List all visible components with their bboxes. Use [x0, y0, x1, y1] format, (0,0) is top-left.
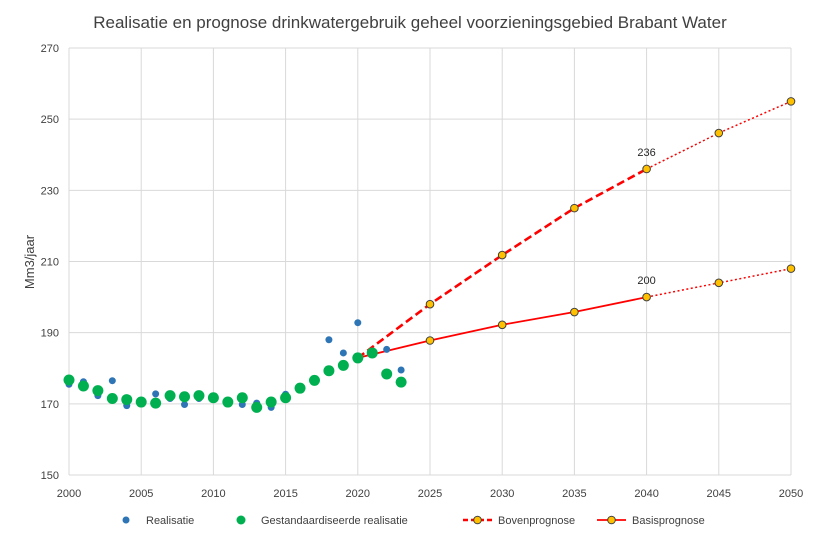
y-tick-label: 210	[41, 257, 59, 269]
realisatie-point	[397, 366, 405, 374]
chart-title: Realisatie en prognose drinkwatergebruik…	[93, 13, 727, 32]
x-tick-label: 2015	[273, 488, 297, 500]
legend-label-basisprognose: Basisprognose	[632, 515, 705, 527]
x-tick-label: 2005	[129, 488, 153, 500]
gestandaardiseerde-realisatie-point	[135, 396, 147, 408]
gestandaardiseerde-realisatie-point	[193, 390, 205, 402]
data-label: 200	[637, 275, 655, 287]
gestandaardiseerde-realisatie-point	[179, 391, 191, 403]
basisprognose-marker	[425, 336, 435, 345]
x-tick-label: 2050	[779, 488, 803, 500]
x-tick-label: 2000	[57, 488, 81, 500]
bovenprognose-marker	[714, 128, 724, 138]
legend-symbol-gestandaardiseerde-realisatie	[236, 515, 246, 525]
y-axis-ticks: 150 170 190 210 230 250 270	[41, 43, 59, 482]
y-tick-label: 230	[41, 185, 59, 197]
realisatie-point	[108, 377, 116, 385]
gestandaardiseerde-realisatie-point	[77, 380, 89, 392]
gestandaardiseerde-realisatie-point	[222, 396, 234, 408]
gestandaardiseerde-realisatie-point	[308, 374, 320, 386]
realisatie-point	[354, 319, 362, 327]
gestandaardiseerde-realisatie-point	[366, 347, 378, 359]
bovenprognose-marker	[786, 97, 796, 106]
annotations: 236 200	[637, 147, 655, 287]
bovenprognose-marker	[642, 164, 651, 174]
basisprognose-marker	[570, 307, 579, 317]
gestandaardiseerde-realisatie-point	[63, 374, 75, 386]
gestandaardiseerde-realisatie-point	[381, 368, 393, 380]
bovenprognose-marker	[425, 299, 435, 309]
legend-symbol-realisatie	[122, 516, 130, 524]
gestandaardiseerde-realisatie-point	[251, 401, 263, 413]
basisprognose-marker	[714, 278, 724, 288]
realisatie-point	[181, 401, 189, 409]
x-tick-label: 2030	[490, 488, 514, 500]
x-tick-label: 2020	[346, 488, 370, 500]
realisatie-point	[339, 349, 347, 357]
y-axis-title: Mm3/jaar	[22, 234, 37, 289]
x-tick-label: 2035	[562, 488, 586, 500]
bovenprognose-marker	[497, 250, 507, 260]
basisprognose-marker	[497, 320, 507, 330]
x-tick-label: 2040	[634, 488, 658, 500]
gestandaardiseerde-realisatie-point	[236, 392, 248, 404]
legend-label-bovenprognose: Bovenprognose	[498, 515, 575, 527]
y-tick-label: 190	[41, 328, 59, 340]
basisprognose-marker	[786, 264, 796, 273]
x-tick-label: 2010	[201, 488, 225, 500]
gestandaardiseerde-realisatie-point	[280, 392, 292, 404]
realisatie-point	[325, 336, 333, 344]
legend-marker-bovenprognose	[473, 515, 482, 525]
gestandaardiseerde-realisatie-point	[323, 365, 335, 377]
gestandaardiseerde-realisatie-point	[337, 359, 349, 371]
bovenprognose-line	[357, 167, 648, 359]
bovenprognose-marker	[570, 203, 579, 213]
data-points	[63, 97, 796, 413]
y-tick-label: 250	[41, 114, 59, 126]
gestandaardiseerde-realisatie-point	[352, 352, 364, 364]
gestandaardiseerde-realisatie-point	[265, 396, 277, 408]
legend-label-gestandaardiseerde-realisatie: Gestandaardiseerde realisatie	[261, 515, 408, 527]
legend-marker-basisprognose	[607, 515, 616, 525]
gridlines	[68, 47, 792, 476]
gestandaardiseerde-realisatie-point	[207, 392, 219, 404]
gestandaardiseerde-realisatie-point	[294, 382, 306, 394]
realisatie-point	[152, 390, 160, 398]
data-label: 236	[637, 147, 655, 159]
y-tick-label: 270	[41, 43, 59, 55]
y-tick-label: 170	[41, 399, 59, 411]
gestandaardiseerde-realisatie-point	[106, 392, 118, 404]
legend: Realisatie Gestandaardiseerde realisatie B…	[122, 515, 705, 527]
basisprognose-marker	[642, 292, 651, 302]
gestandaardiseerde-realisatie-point	[395, 376, 407, 388]
gestandaardiseerde-realisatie-point	[121, 394, 133, 406]
realisatie-point	[383, 345, 391, 353]
legend-label-realisatie: Realisatie	[146, 515, 194, 527]
gestandaardiseerde-realisatie-point	[164, 390, 176, 402]
gestandaardiseerde-realisatie-point	[92, 385, 104, 397]
gestandaardiseerde-realisatie-point	[150, 397, 162, 409]
y-tick-label: 150	[41, 470, 59, 482]
x-tick-label: 2045	[707, 488, 731, 500]
x-tick-label: 2025	[418, 488, 442, 500]
x-axis-ticks: 2000 2005 2010 2015 2020 2025 2030 2035 2040 2045…	[57, 488, 803, 500]
